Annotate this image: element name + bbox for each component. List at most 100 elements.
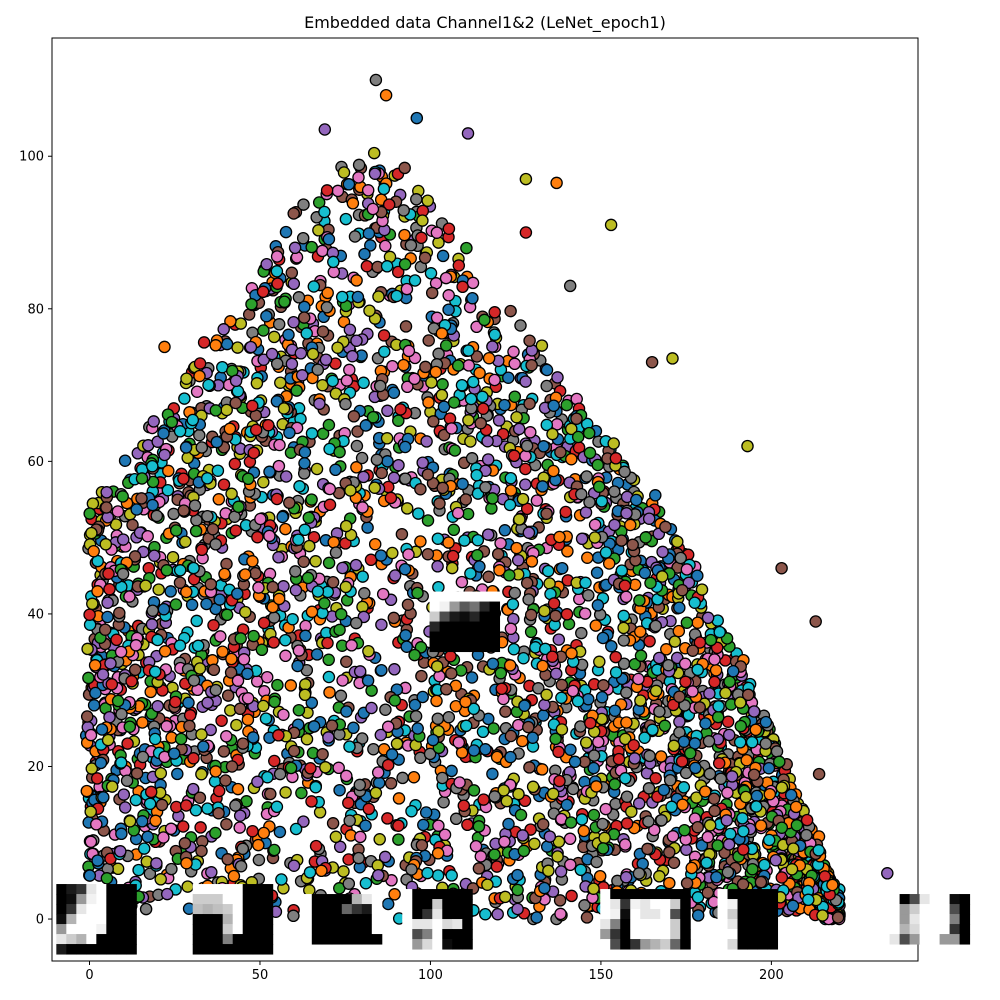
thumbnail-pixel — [351, 904, 363, 915]
scatter-point — [547, 597, 561, 610]
thumbnail-pixel — [126, 894, 137, 905]
scatter-point — [187, 752, 200, 765]
scatter-point — [516, 829, 529, 842]
thumbnail-pixel — [919, 924, 931, 935]
scatter-point — [201, 696, 214, 710]
scatter-point — [762, 761, 776, 775]
scatter-point — [457, 799, 471, 812]
scatter-point — [191, 639, 205, 653]
scatter-point — [578, 607, 592, 620]
scatter-point — [342, 178, 356, 191]
thumbnail-pixel — [341, 914, 353, 925]
scatter-point — [486, 492, 499, 505]
scatter-point — [553, 894, 567, 907]
scatter-point — [378, 850, 392, 864]
thumbnail-pixel — [242, 914, 254, 925]
scatter-point — [298, 523, 312, 537]
scatter-point — [279, 470, 293, 483]
scatter-point — [150, 857, 163, 870]
thumbnail-pixel — [452, 919, 463, 930]
scatter-point — [162, 464, 175, 478]
scatter-point — [277, 402, 291, 415]
scatter-point — [236, 737, 250, 750]
scatter-point — [305, 493, 318, 506]
scatter-point — [238, 568, 252, 581]
scatter-point — [431, 532, 445, 545]
scatter-point — [431, 712, 445, 725]
thumbnail-pixel — [610, 889, 621, 900]
scatter-point — [488, 373, 501, 387]
scatter-point — [117, 788, 131, 801]
scatter-point — [277, 708, 290, 721]
thumbnail-pixel — [192, 894, 204, 905]
scatter-point — [349, 558, 363, 572]
scatter-point — [685, 861, 698, 875]
thumbnail-pixel — [66, 934, 77, 945]
scatter-point — [663, 876, 676, 890]
scatter-point — [384, 777, 398, 790]
scatter-point — [409, 710, 423, 723]
scatter-point — [114, 645, 128, 659]
scatter-point — [699, 717, 712, 730]
scatter-point — [348, 230, 362, 243]
scatter-point — [460, 241, 473, 255]
scatter-point — [508, 586, 522, 600]
scatter-point — [355, 451, 369, 465]
scatter-point — [100, 501, 113, 514]
thumbnail-pixel — [432, 919, 443, 930]
scatter-point — [193, 369, 206, 383]
scatter-point — [702, 735, 716, 748]
scatter-point — [161, 483, 175, 497]
scatter-point — [734, 719, 748, 733]
thumbnail-pixel — [717, 929, 729, 940]
scatter-point — [598, 831, 611, 845]
thumbnail-pixel — [222, 904, 234, 915]
scatter-point — [306, 347, 320, 361]
scatter-point — [442, 710, 456, 724]
scatter-point — [380, 260, 394, 273]
thumbnail-pixel — [747, 919, 759, 930]
thumbnail-pixel — [442, 899, 453, 910]
scatter-point — [289, 565, 302, 578]
scatter-point — [295, 369, 309, 382]
scatter-point — [747, 705, 761, 718]
scatter-point — [672, 624, 686, 638]
scatter-point — [507, 345, 520, 359]
scatter-point — [292, 533, 305, 546]
scatter-point — [229, 374, 243, 388]
thumbnail-pixel — [311, 894, 323, 905]
scatter-point — [204, 578, 218, 591]
scatter-point — [595, 495, 609, 508]
thumbnail-pixel — [212, 914, 224, 925]
scatter-point — [286, 612, 299, 626]
scatter-point — [387, 611, 401, 625]
scatter-point — [582, 426, 596, 440]
thumbnail-pixel — [660, 919, 671, 930]
scatter-point — [455, 378, 469, 392]
scatter-point — [287, 859, 301, 872]
scatter-point — [241, 713, 255, 726]
scatter-point — [530, 494, 544, 507]
scatter-point — [320, 184, 334, 197]
scatter-point — [398, 440, 412, 454]
scatter-point — [268, 754, 281, 768]
scatter-point — [340, 655, 353, 668]
scatter-point — [320, 301, 334, 314]
scatter-point — [703, 687, 716, 700]
thumbnail-pixel — [727, 889, 739, 900]
scatter-point — [608, 704, 622, 717]
thumbnail-pixel — [86, 944, 97, 955]
scatter-point — [421, 514, 435, 527]
scatter-point — [516, 734, 529, 748]
thumbnail-pixel — [640, 899, 651, 910]
thumbnail-pixel — [412, 909, 423, 920]
scatter-point — [432, 347, 445, 361]
thumbnail-pixel — [737, 889, 749, 900]
scatter-point — [298, 445, 312, 459]
scatter-point — [379, 88, 393, 102]
scatter-point — [220, 403, 233, 417]
scatter-point — [415, 231, 428, 245]
scatter-point — [537, 709, 550, 722]
thumbnail-pixel — [747, 939, 759, 950]
scatter-point — [526, 780, 540, 794]
